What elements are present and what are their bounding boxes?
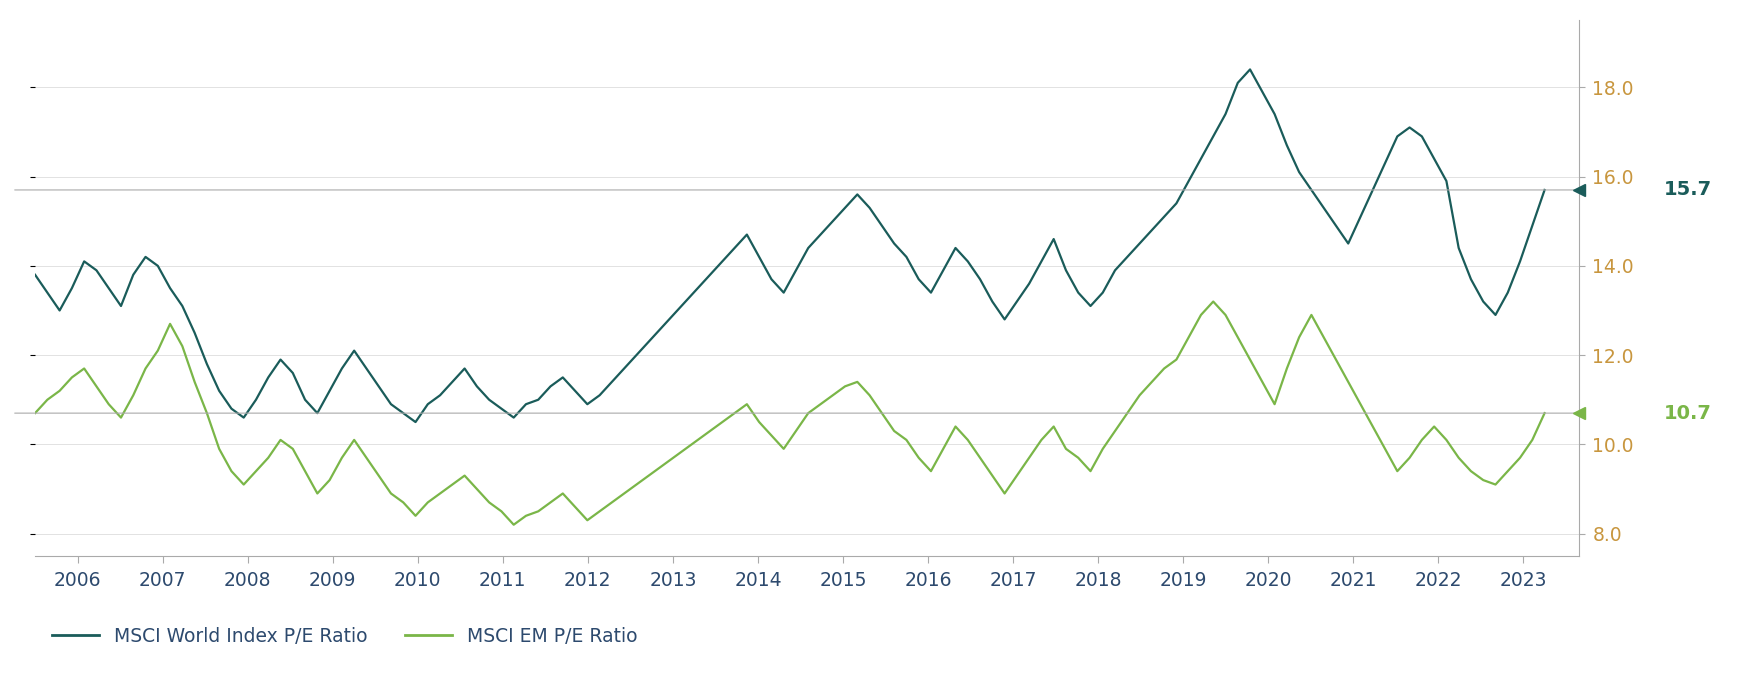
Text: 10.7: 10.7 <box>1663 403 1712 422</box>
Legend: MSCI World Index P/E Ratio, MSCI EM P/E Ratio: MSCI World Index P/E Ratio, MSCI EM P/E … <box>44 620 645 654</box>
Text: 15.7: 15.7 <box>1663 180 1712 199</box>
